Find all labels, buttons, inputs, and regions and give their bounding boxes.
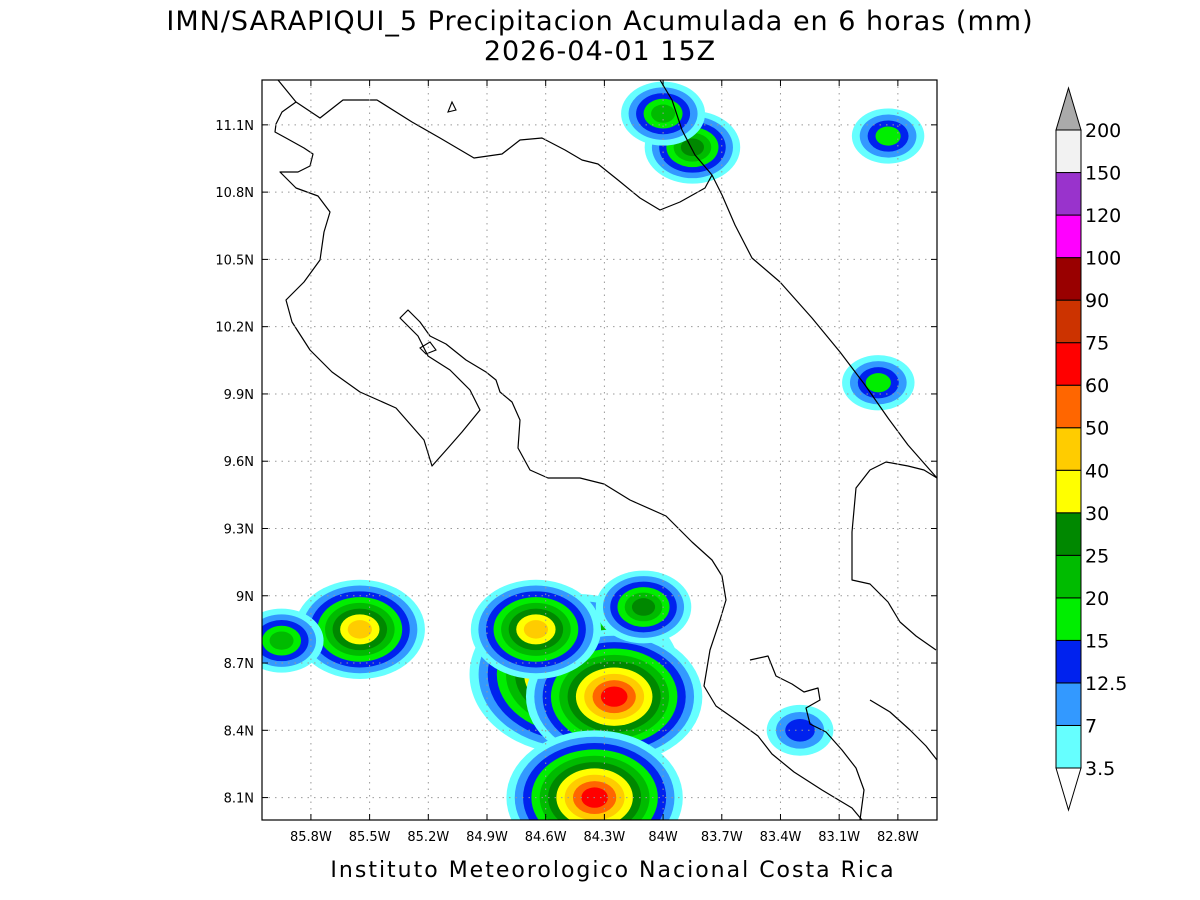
lat-tick-label: 9.9N (224, 388, 254, 403)
colorbar-label: 90 (1085, 290, 1109, 312)
colorbar-label: 20 (1085, 588, 1109, 610)
colorbar-label: 12.5 (1085, 673, 1127, 695)
lat-tick-label: 9N (236, 590, 254, 605)
credit-text: Instituto Meteorologico Nacional Costa R… (330, 858, 895, 883)
colorbar-swatch (1055, 172, 1082, 216)
colorbar-label: 75 (1085, 333, 1109, 355)
lat-tick-label: 10.2N (215, 321, 254, 336)
colorbar-swatch (1055, 384, 1082, 429)
colorbar-swatch (1055, 129, 1082, 174)
colorbar-swatch (1055, 639, 1082, 684)
lon-tick-label: 85.5W (349, 830, 391, 845)
precip-contour (269, 631, 294, 650)
colorbar-label: 60 (1085, 375, 1109, 397)
precip-contour (523, 620, 549, 639)
latitude-labels: 11.1N 10.8N 10.5N 10.2N 9.9N 9.6N 9.3N 9N 8.7N 8.… (215, 119, 254, 807)
colorbar-label: 7 (1085, 715, 1097, 737)
coastline-and-borders (274, 79, 938, 821)
graticule (262, 80, 937, 820)
precip-contour (347, 620, 372, 639)
colorbar-label: 200 (1085, 120, 1121, 142)
colorbar: 3.5 7 12.5 15 20 25 30 40 50 60 75 90 100 120 150 200 (1055, 86, 1127, 812)
colorbar-label: 3.5 (1085, 758, 1115, 780)
coastline-segment (851, 461, 938, 651)
colorbar-swatch (1055, 512, 1082, 556)
lat-tick-label: 11.1N (215, 119, 254, 134)
lon-tick-label: 85.8W (290, 830, 332, 845)
lat-tick-label: 10.5N (215, 253, 254, 268)
colorbar-label: 100 (1085, 248, 1121, 270)
colorbar-label: 30 (1085, 503, 1109, 525)
colorbar-swatch (1055, 342, 1082, 386)
colorbar-swatch (1055, 682, 1082, 726)
coastline-segment (749, 655, 865, 821)
colorbar-label: 40 (1085, 460, 1109, 482)
colorbar-swatch (1055, 597, 1082, 641)
colorbar-swatch (1055, 724, 1082, 769)
lon-tick-label: 84.6W (525, 830, 567, 845)
precip-contour (785, 719, 815, 742)
coastline-segment (277, 79, 713, 211)
coastline-segment (659, 79, 938, 479)
colorbar-swatch (1055, 469, 1082, 514)
coastline-segment (869, 699, 938, 761)
colorbar-swatch (1055, 214, 1082, 259)
precip-contour (600, 686, 628, 707)
lon-tick-label: 85.2W (407, 830, 449, 845)
lon-tick-label: 84.9W (466, 830, 508, 845)
island-outline (447, 100, 457, 113)
precip-cells (262, 81, 925, 820)
lat-tick-label: 9.6N (224, 455, 254, 470)
lat-tick-label: 8.7N (224, 657, 254, 672)
lon-tick-label: 84W (648, 830, 678, 845)
lat-tick-label: 9.3N (224, 522, 254, 537)
colorbar-swatch (1055, 299, 1082, 344)
precip-contour (865, 373, 891, 393)
lon-tick-label: 83.1W (818, 830, 860, 845)
colorbar-swatch (1055, 257, 1082, 301)
coastline-segment (274, 101, 863, 821)
precipitation-field (262, 81, 925, 820)
map-frame (261, 79, 938, 821)
precip-contour (631, 598, 656, 616)
precip-contour (680, 138, 705, 157)
precip-contour (875, 126, 901, 146)
lon-tick-label: 82.8W (877, 830, 919, 845)
map-title: IMN/SARAPIQUI_5 Precipitacion Acumulada … (166, 6, 1033, 37)
island-outline (419, 341, 437, 355)
lon-tick-label: 83.4W (760, 830, 802, 845)
colorbar-label: 150 (1085, 163, 1121, 185)
map-timestamp: 2026-04-01 15Z (484, 36, 716, 67)
lon-tick-label: 83.7W (701, 830, 743, 845)
colorbar-low-arrow (1055, 767, 1082, 812)
lon-tick-label: 84.3W (583, 830, 625, 845)
colorbar-swatch (1055, 427, 1082, 471)
longitude-labels: 85.8W 85.5W 85.2W 84.9W 84.6W 84.3W 84W 83.7W 83… (290, 830, 919, 845)
colorbar-label: 25 (1085, 545, 1109, 567)
colorbar-label: 15 (1085, 630, 1109, 652)
map-panel: 11.1N 10.8N 10.5N 10.2N 9.9N 9.6N 9.3N 9N 8.7N 8.… (215, 79, 938, 845)
colorbar-label: 50 (1085, 418, 1109, 440)
colorbar-high-arrow (1055, 86, 1082, 131)
colorbar-label: 120 (1085, 205, 1121, 227)
lat-tick-label: 8.1N (224, 792, 254, 807)
colorbar-swatch (1055, 554, 1082, 599)
lat-tick-label: 8.4N (224, 724, 254, 739)
lat-tick-label: 10.8N (215, 186, 254, 201)
